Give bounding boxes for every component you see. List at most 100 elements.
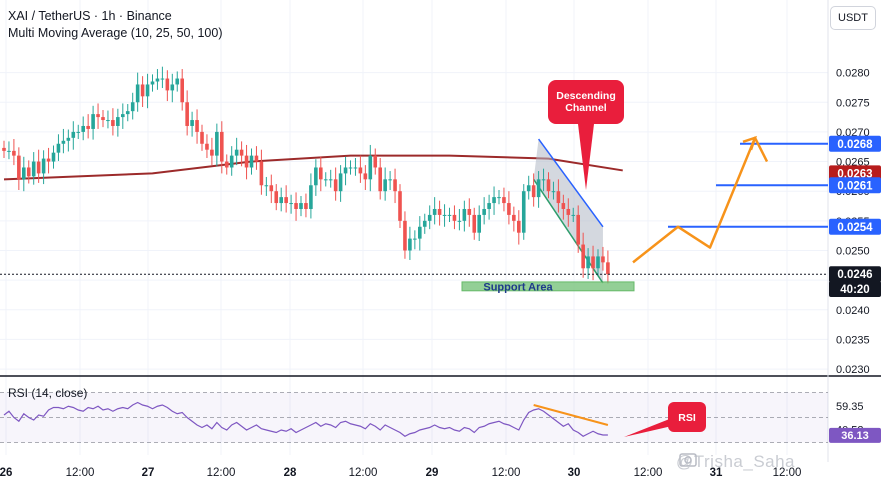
price-badge	[829, 266, 881, 283]
candle-body	[279, 197, 283, 204]
candle-body	[215, 131, 219, 156]
time-tick-label: 12:00	[66, 467, 95, 479]
candle-body	[566, 208, 571, 215]
candle-body	[101, 117, 105, 121]
camera-icon-lens	[684, 456, 692, 464]
candle-body	[388, 179, 392, 181]
candle-body	[507, 203, 511, 215]
channel-callout-box	[548, 80, 624, 124]
candle-body	[150, 81, 155, 85]
candle-body	[432, 208, 437, 215]
candle-body	[185, 102, 189, 126]
candle-body	[413, 238, 417, 240]
rsi-value-label: 36.13	[841, 430, 869, 442]
time-tick-label: 12:00	[349, 467, 378, 479]
candle-body	[571, 214, 576, 216]
candle-body	[200, 131, 204, 144]
candle-body	[304, 203, 308, 209]
candle-body	[403, 220, 407, 251]
candle-body	[254, 155, 259, 162]
time-tick-label: 30	[568, 467, 581, 479]
price-badge-label: 0.0268	[837, 139, 873, 151]
candle-body	[442, 214, 447, 216]
candle-body	[284, 197, 288, 204]
candle-body	[502, 197, 506, 204]
camera-icon-body	[679, 453, 697, 467]
candle-body	[314, 167, 318, 186]
candle-body	[378, 167, 382, 192]
price-badge-label: 0.0254	[837, 222, 873, 234]
candle-body	[190, 120, 194, 126]
price-tick-label: 0.0275	[836, 97, 870, 109]
time-tick-label: 12:00	[207, 467, 236, 479]
price-tick-label: 0.0235	[836, 334, 870, 346]
candle-body	[487, 203, 491, 209]
candle-body	[165, 78, 170, 91]
rsi-line	[3, 401, 608, 437]
rsi-value-badge	[829, 427, 881, 443]
candle-body	[229, 155, 234, 168]
support-area	[461, 281, 635, 292]
candle-body	[76, 131, 81, 133]
price-badge	[829, 177, 881, 194]
candle-body	[41, 158, 46, 174]
price-badge-label: 0.0261	[837, 180, 873, 192]
candle-body	[56, 143, 61, 153]
candle-body	[239, 149, 244, 156]
candle-body	[358, 167, 363, 174]
candle-body	[363, 173, 368, 180]
candle-body	[46, 158, 51, 162]
candle-body	[31, 161, 36, 177]
price-badge	[829, 218, 881, 235]
candle-body	[26, 167, 31, 177]
rsi-tick-label: 59.35	[836, 401, 864, 413]
ma100-line	[3, 154, 623, 181]
candle-body	[274, 191, 279, 204]
channel-callout-pointer	[578, 124, 594, 190]
candle-body	[66, 137, 71, 141]
candle-body	[452, 214, 457, 221]
candle-body	[51, 152, 56, 162]
time-tick-label: 31	[710, 467, 723, 479]
candle-body	[309, 185, 313, 209]
candle-body	[323, 179, 328, 181]
candle-body	[175, 78, 180, 85]
candle-body	[145, 84, 150, 97]
projection-arrowhead	[742, 135, 757, 151]
symbol-title: XAI / TetherUS · 1h · Binance	[8, 9, 172, 23]
candle-body	[482, 208, 486, 215]
candle-body	[477, 214, 481, 233]
candle-body	[398, 191, 402, 221]
candle-body	[591, 256, 595, 269]
rsi-callout-pointer	[624, 418, 672, 437]
candle-body	[294, 203, 298, 209]
rsi-callout-box	[668, 402, 706, 432]
candle-body	[205, 143, 209, 150]
candle-body	[244, 155, 249, 168]
grid-lines	[0, 0, 828, 455]
price-tick-label: 0.0280	[836, 68, 870, 80]
channel-callout-text: Channel	[565, 102, 607, 114]
price-tick-label: 0.0240	[836, 305, 870, 317]
candle-body	[121, 114, 125, 118]
candle-body	[299, 203, 303, 209]
candle-body	[96, 114, 100, 118]
time-tick-label: 28	[284, 467, 297, 479]
rsi-trend-line	[533, 404, 609, 426]
candle-body	[125, 111, 130, 115]
candle-body	[526, 185, 531, 192]
candle-body	[353, 167, 358, 169]
price-badge	[829, 135, 881, 152]
currency-button[interactable]: USDT	[830, 6, 876, 30]
candle-body	[393, 179, 397, 192]
price-tick-label: 0.0230	[836, 364, 870, 376]
candle-body	[130, 102, 135, 112]
candle-body	[472, 214, 477, 233]
price-tick-label: 0.0250	[836, 245, 870, 257]
candle-body	[492, 197, 496, 204]
candle-body	[512, 214, 516, 221]
candle-body	[328, 179, 333, 181]
candle-body	[546, 179, 551, 192]
